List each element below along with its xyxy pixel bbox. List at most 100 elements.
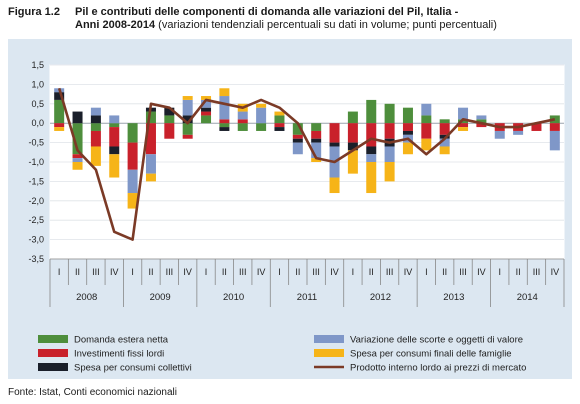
figure-title-years: Anni 2008-2014: [75, 19, 156, 31]
x-quarter-label: I: [498, 267, 501, 277]
bar-invest: [366, 123, 377, 147]
bar-consumption: [219, 88, 230, 97]
x-axis: I II III IV I II III IV I II III IV I II III IV I II III IV…: [49, 258, 565, 307]
bar-consumption: [329, 177, 340, 194]
bar-export: [90, 123, 101, 131]
bar-export: [182, 123, 193, 135]
bar-export: [439, 119, 450, 124]
chart-panel: 1,5 1,0 0,5 0,0 -0,5 -1,0 -1,5 -2,0 -2,5 -3,0 -3,5…: [8, 39, 572, 379]
x-quarter-label: I: [425, 267, 428, 277]
bar-stock: [90, 107, 101, 116]
x-quarter-label: IV: [110, 267, 119, 277]
bar-public: [201, 107, 212, 112]
bar-consumption: [72, 162, 83, 170]
bar-consumption: [90, 146, 101, 166]
y-tick-label: -1,0: [28, 157, 44, 167]
x-quarter-label: III: [312, 267, 320, 277]
bar-public: [109, 146, 120, 155]
bar-invest: [549, 123, 560, 131]
bar-consumption: [127, 193, 138, 209]
bar-invest: [90, 130, 101, 147]
x-quarter-label: II: [222, 267, 227, 277]
bar-invest: [164, 123, 175, 139]
bar-export: [366, 99, 377, 124]
bar-export: [402, 107, 413, 124]
bar-public: [90, 115, 101, 124]
bar-export: [458, 119, 469, 124]
bar-export: [347, 111, 358, 124]
figure-title-line-2: Anni 2008-2014 (variazioni tendenziali p…: [75, 19, 497, 31]
x-quarter-label: II: [442, 267, 447, 277]
bar-public: [182, 115, 193, 124]
x-quarter-label: III: [166, 267, 174, 277]
bar-public: [311, 138, 322, 143]
x-quarter-label: I: [205, 267, 208, 277]
legend-label-public: Spesa per consumi collettivi: [74, 363, 192, 374]
x-year-label: 2012: [370, 292, 391, 303]
bar-export: [127, 123, 138, 143]
bar-stock: [549, 130, 560, 151]
y-tick-label: -2,5: [28, 215, 44, 225]
x-quarter-label: II: [295, 267, 300, 277]
legend-label-export: Domanda estera netta: [74, 335, 169, 346]
legend: Domanda estera netta Investimenti fissi l…: [38, 335, 526, 374]
bar-invest: [109, 127, 120, 147]
bar-stock: [72, 158, 83, 162]
bar-consumption: [402, 142, 413, 155]
bar-export: [219, 123, 230, 128]
x-quarter-label: II: [75, 267, 80, 277]
bar-consumption: [54, 127, 65, 131]
x-quarter-label: IV: [257, 267, 266, 277]
bar-export: [201, 115, 212, 124]
bar-consumption: [384, 162, 395, 182]
x-quarter-label: I: [278, 267, 281, 277]
x-year-label: 2014: [517, 292, 538, 303]
bar-invest: [54, 123, 65, 128]
bar-consumption: [182, 96, 193, 100]
bar-invest: [458, 123, 469, 128]
bar-export: [476, 119, 487, 124]
figure-subtitle: (variazioni tendenziali percentuali su d…: [155, 19, 497, 31]
bar-stock: [292, 142, 303, 155]
bar-stock: [384, 146, 395, 162]
bar-stock: [145, 154, 156, 174]
bar-invest: [219, 119, 230, 124]
bar-stock: [201, 99, 212, 108]
x-quarter-label: IV: [330, 267, 339, 277]
bar-consumption: [274, 111, 285, 116]
bar-export: [72, 123, 83, 155]
bar-stock: [494, 130, 505, 139]
x-year-label: 2008: [76, 292, 97, 303]
legend-swatch-stock: [314, 335, 344, 343]
bar-public: [274, 127, 285, 131]
chart-svg: 1,5 1,0 0,5 0,0 -0,5 -1,0 -1,5 -2,0 -2,5 -3,0 -3,5…: [28, 60, 565, 374]
bar-stock: [237, 111, 248, 120]
figure-title-line-1: Pil e contributi delle componenti di dom…: [75, 6, 459, 18]
bar-consumption: [256, 103, 267, 108]
legend-label-consumption: Spesa per consumi finali delle famiglie: [350, 349, 512, 360]
bar-public: [402, 130, 413, 135]
bar-export: [292, 123, 303, 135]
bar-export: [109, 123, 120, 128]
y-tick-label: -0,5: [28, 138, 44, 148]
x-year-label: 2009: [150, 292, 171, 303]
y-tick-label: -1,5: [28, 176, 44, 186]
bar-stock: [311, 142, 322, 159]
bar-consumption: [311, 158, 322, 162]
bar-export: [274, 115, 285, 124]
bar-invest: [237, 119, 248, 124]
legend-label-invest: Investimenti fissi lordi: [74, 349, 164, 360]
x-quarter-label: II: [369, 267, 374, 277]
bar-consumption: [458, 127, 469, 131]
figure-label: Figura 1.2: [8, 6, 60, 18]
bar-invest: [274, 123, 285, 128]
bar-stock: [513, 130, 524, 135]
bar-stock: [219, 96, 230, 120]
x-quarter-label: II: [516, 267, 521, 277]
bar-invest: [145, 123, 156, 155]
bar-invest: [72, 154, 83, 159]
bar-consumption: [109, 154, 120, 178]
bar-invest: [384, 123, 395, 139]
bar-public: [329, 142, 340, 147]
bar-consumption: [421, 138, 432, 151]
